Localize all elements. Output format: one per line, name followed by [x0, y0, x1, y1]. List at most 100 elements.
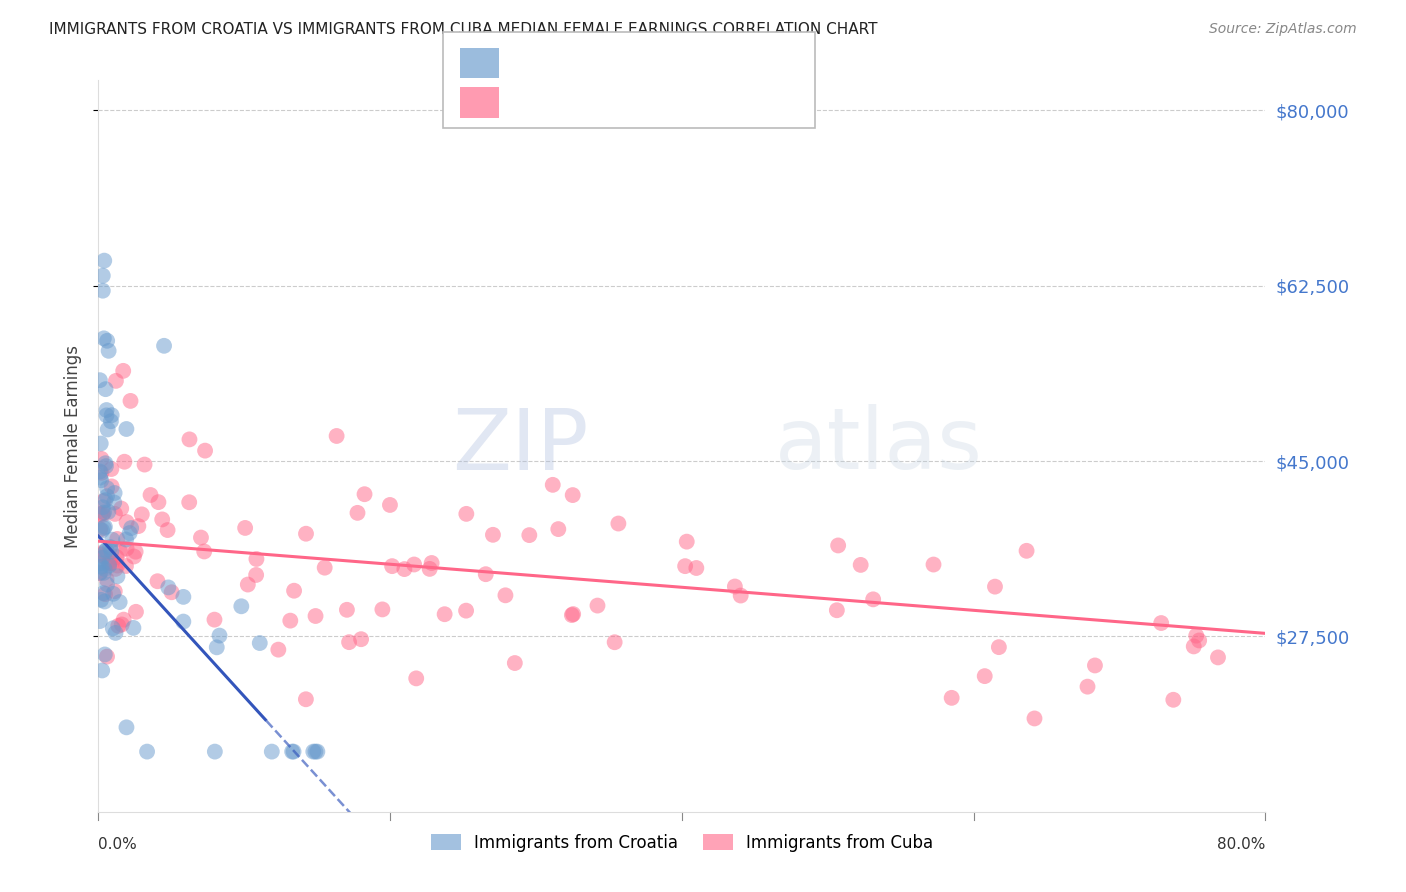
Point: [100, 462, 122, 476]
Point: [91, 508, 114, 522]
Point: [111, 617, 134, 632]
Point: [245, 552, 267, 566]
Point: [90, 473, 112, 487]
Point: [517, 528, 540, 542]
Point: [115, 720, 138, 734]
Point: [94, 459, 117, 474]
Point: [91, 284, 114, 298]
Point: [371, 602, 394, 616]
Point: [353, 487, 375, 501]
Point: [260, 745, 283, 759]
Point: [295, 692, 318, 706]
Point: [90, 559, 112, 574]
Point: [405, 672, 427, 686]
Point: [586, 599, 609, 613]
Point: [112, 613, 135, 627]
Point: [249, 636, 271, 650]
Point: [100, 556, 122, 570]
Point: [108, 595, 131, 609]
Point: [112, 364, 135, 378]
Point: [494, 588, 516, 602]
Point: [97, 505, 120, 519]
Point: [394, 562, 416, 576]
Point: [89, 546, 111, 560]
Point: [503, 656, 526, 670]
Point: [93, 562, 115, 576]
Point: [90, 466, 112, 480]
Point: [607, 516, 630, 531]
Text: R =: R =: [509, 58, 546, 76]
Point: [91, 550, 114, 565]
Point: [1206, 650, 1229, 665]
Point: [1163, 693, 1185, 707]
Point: [96, 489, 118, 503]
Point: [115, 541, 138, 556]
Text: atlas: atlas: [775, 404, 983, 488]
Point: [724, 580, 747, 594]
Point: [381, 559, 404, 574]
Point: [105, 549, 128, 564]
Point: [146, 574, 169, 589]
Point: [827, 538, 849, 552]
Point: [104, 374, 127, 388]
Point: [420, 556, 443, 570]
Point: [89, 470, 111, 484]
Point: [91, 664, 114, 678]
Point: [179, 433, 201, 447]
Point: [96, 542, 118, 557]
Point: [378, 498, 401, 512]
Point: [94, 544, 117, 558]
Point: [131, 508, 153, 522]
Point: [561, 488, 583, 502]
Point: [433, 607, 456, 622]
Point: [94, 493, 117, 508]
Text: -0.292: -0.292: [538, 58, 603, 76]
Point: [96, 403, 118, 417]
Point: [96, 649, 118, 664]
Point: [89, 465, 111, 479]
Point: [456, 604, 478, 618]
Point: [325, 429, 347, 443]
Point: [150, 512, 173, 526]
Point: [107, 619, 129, 633]
Point: [97, 343, 120, 358]
Point: [1024, 711, 1046, 725]
Point: [419, 562, 441, 576]
Point: [90, 548, 112, 562]
Point: [105, 532, 128, 546]
Point: [1182, 640, 1205, 654]
Point: [849, 558, 872, 572]
Legend: Immigrants from Croatia, Immigrants from Cuba: Immigrants from Croatia, Immigrants from…: [423, 827, 941, 858]
Point: [90, 592, 112, 607]
Point: [156, 523, 179, 537]
Point: [100, 479, 122, 493]
Point: [603, 635, 626, 649]
Point: [104, 562, 127, 576]
Point: [91, 524, 114, 538]
Point: [108, 544, 131, 558]
Point: [302, 745, 325, 759]
Point: [96, 577, 118, 591]
Point: [1185, 629, 1208, 643]
Point: [93, 586, 115, 600]
Point: [118, 526, 141, 541]
Point: [482, 528, 505, 542]
Point: [474, 567, 496, 582]
Point: [89, 373, 111, 387]
Point: [107, 569, 129, 583]
Point: [295, 526, 318, 541]
Point: [96, 572, 118, 586]
Point: [98, 552, 121, 566]
Point: [112, 455, 135, 469]
Point: [139, 488, 162, 502]
Point: [97, 422, 120, 436]
Point: [98, 556, 121, 570]
Point: [115, 559, 138, 574]
Point: [205, 640, 228, 655]
Point: [94, 456, 117, 470]
Point: [104, 486, 127, 500]
Point: [825, 603, 848, 617]
Point: [103, 587, 125, 601]
Point: [89, 508, 111, 522]
Point: [730, 589, 752, 603]
